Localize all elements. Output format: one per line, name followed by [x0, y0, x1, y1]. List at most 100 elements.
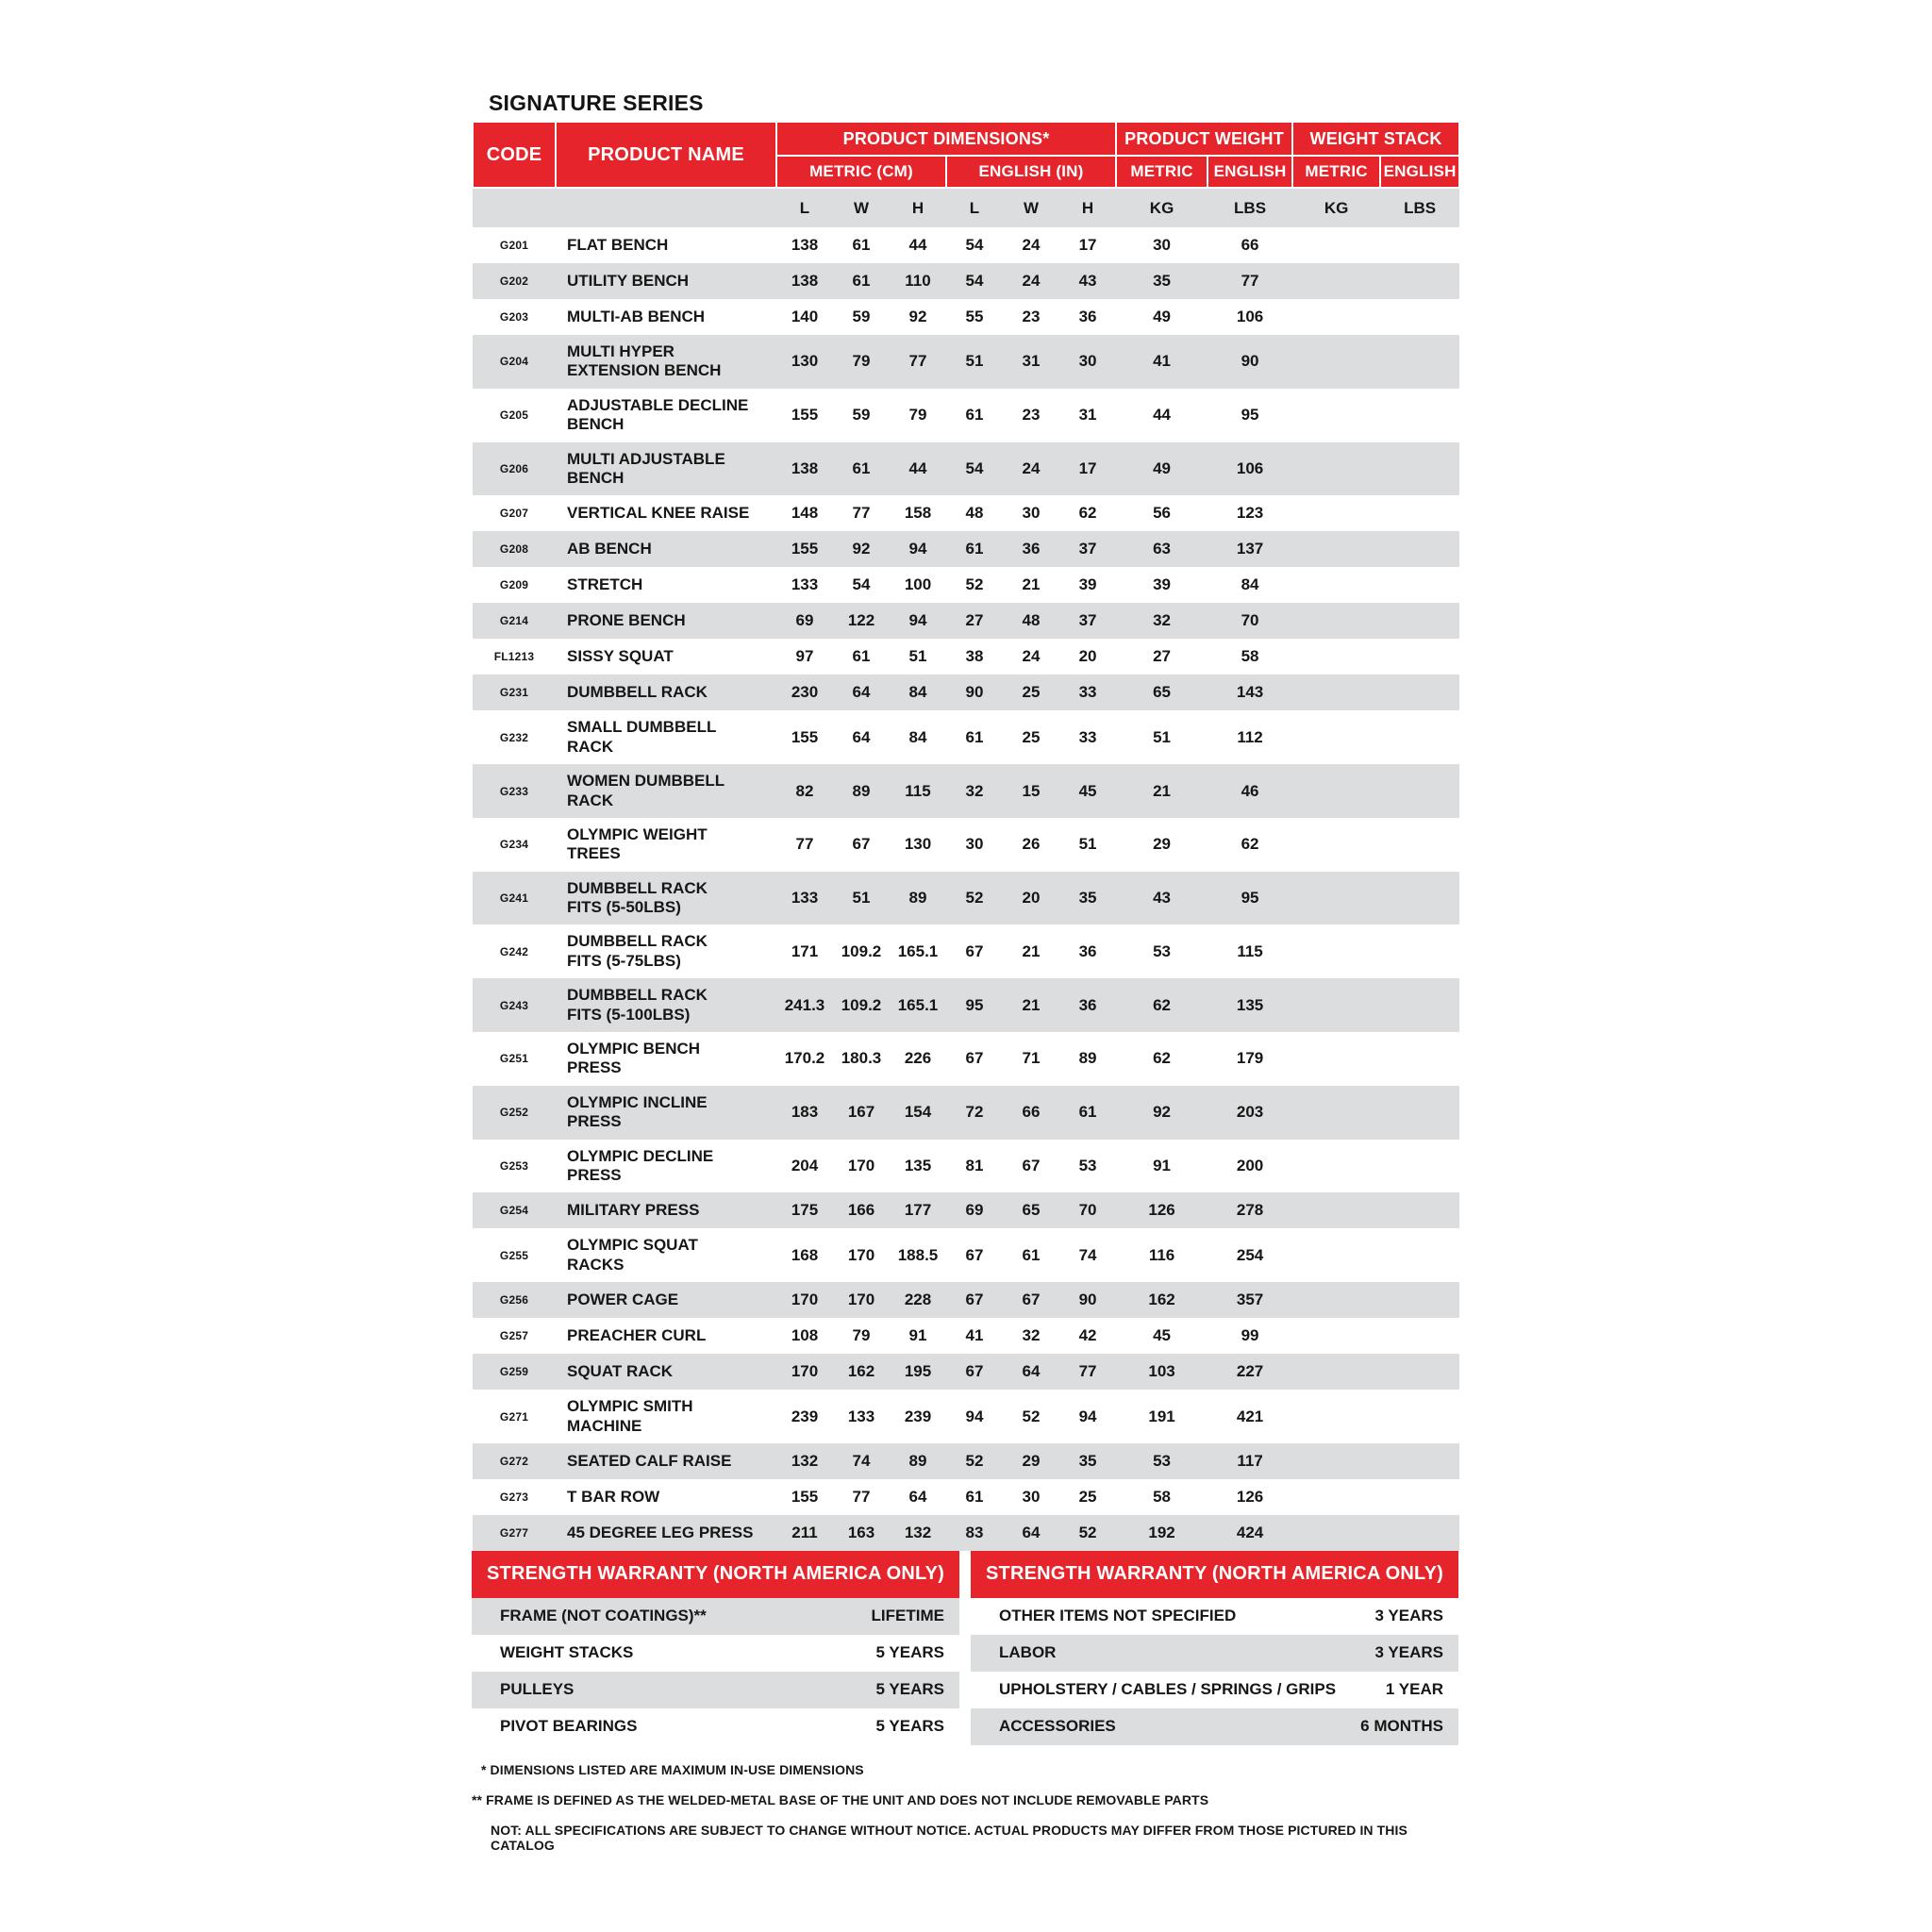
english-l-value: 55 [965, 308, 984, 325]
metric-h-value: 94 [890, 603, 946, 640]
metric-h-value: 79 [908, 406, 927, 425]
stack-lbs-value [1380, 1282, 1460, 1319]
english-h-value: 31 [1078, 406, 1097, 425]
stack-lbs-value [1380, 818, 1459, 872]
english-l-value: 54 [965, 236, 984, 254]
stack-kg-value [1292, 1479, 1380, 1515]
product-name: OLYMPIC DECLINE PRESS [567, 1146, 714, 1184]
warranty-item: PIVOT BEARINGS [500, 1717, 638, 1736]
metric-h-value: 195 [890, 1354, 946, 1391]
weight-kg-value: 65 [1116, 675, 1208, 711]
english-h-value: 37 [1059, 603, 1117, 640]
table-row: G232 SMALL DUMBBELL RACK 155 64 84 61 25… [473, 710, 1459, 764]
warranty-term: 3 YEARS [1374, 1643, 1443, 1662]
english-l-value: 69 [946, 1192, 1003, 1229]
weight-kg-value: 49 [1116, 441, 1208, 496]
english-h-value: 89 [1078, 1049, 1097, 1068]
header-metric-cm: METRIC (CM) [775, 155, 947, 189]
metric-h-value: 226 [904, 1049, 932, 1068]
stack-kg-value [1292, 263, 1381, 299]
product-name: T BAR ROW [567, 1487, 660, 1506]
warranty-section: STRENGTH WARRANTY (NORTH AMERICA ONLY) F… [472, 1550, 1458, 1745]
weight-lbs-value: 254 [1236, 1245, 1264, 1264]
metric-w-value: 133 [847, 1407, 875, 1425]
metric-w-value: 51 [833, 871, 890, 925]
spec-table-body: G201 FLAT BENCH 138 61 44 54 24 17 30 66… [473, 227, 1460, 1551]
footnote-specifications: NOT: ALL SPECIFICATIONS ARE SUBJECT TO C… [491, 1822, 1407, 1853]
metric-h-value: 239 [904, 1407, 932, 1425]
metric-l-value: 155 [791, 1487, 819, 1506]
subheader-blank-name [556, 188, 776, 227]
table-row: G243 DUMBBELL RACK FITS (5-100LBS) 241.3… [473, 978, 1460, 1033]
metric-w-value: 79 [852, 1326, 871, 1345]
header-weight-english: ENGLISH [1207, 155, 1294, 189]
table-row: G277 45 DEGREE LEG PRESS 211 163 132 83 … [473, 1514, 1460, 1551]
weight-lbs-value: 179 [1236, 1049, 1264, 1068]
metric-w-value: 109.2 [833, 978, 890, 1033]
english-w-value: 24 [1022, 647, 1041, 666]
weight-lbs-value: 421 [1236, 1407, 1264, 1425]
product-code: G207 [499, 507, 529, 521]
product-name: FLAT BENCH [567, 235, 669, 254]
weight-lbs-value: 123 [1236, 504, 1264, 523]
warranty-item: FRAME (NOT COATINGS)** [500, 1607, 707, 1625]
weight-kg-value: 192 [1116, 1514, 1208, 1551]
warranty-row: ACCESSORIES 6 MONTHS [971, 1707, 1458, 1745]
metric-h-value: 94 [890, 531, 946, 568]
warranty-item: OTHER ITEMS NOT SPECIFIED [999, 1607, 1237, 1625]
weight-lbs-value: 278 [1208, 1192, 1293, 1229]
weight-kg-value: 62 [1153, 1049, 1171, 1068]
table-row: G252 OLYMPIC INCLINE PRESS 183 167 154 7… [473, 1085, 1460, 1140]
metric-h-value: 135 [904, 1156, 932, 1174]
metric-l-value: 140 [791, 308, 819, 325]
stack-lbs-value [1380, 639, 1459, 675]
product-name: SISSY SQUAT [567, 647, 674, 666]
subheader-english-h: H [1059, 188, 1117, 227]
english-w-value: 64 [1003, 1514, 1059, 1551]
table-row: G203 MULTI-AB BENCH 140 59 92 55 23 36 4… [473, 299, 1459, 335]
english-l-value: 48 [965, 504, 984, 523]
english-h-value: 17 [1059, 441, 1117, 496]
english-w-value: 24 [1003, 441, 1059, 496]
weight-lbs-value: 77 [1208, 263, 1293, 299]
metric-l-value: 69 [776, 603, 833, 640]
product-name: MILITARY PRESS [556, 1192, 776, 1229]
english-w-value: 64 [1003, 1354, 1059, 1391]
warranty-item: UPHOLSTERY / CABLES / SPRINGS / GRIPS [999, 1680, 1337, 1699]
english-w-value: 25 [1003, 675, 1059, 711]
stack-kg-value [1292, 1354, 1381, 1391]
stack-kg-value [1292, 335, 1381, 389]
product-code: G243 [473, 978, 556, 1033]
subheader-weight-kg: KG [1116, 188, 1208, 227]
warranty-item: ACCESSORIES [999, 1717, 1116, 1736]
stack-kg-value [1292, 978, 1381, 1033]
product-name: WOMEN DUMBBELL RACK [556, 764, 776, 818]
weight-lbs-value: 62 [1241, 835, 1259, 854]
warranty-row: UPHOLSTERY / CABLES / SPRINGS / GRIPS 1 … [971, 1672, 1458, 1708]
english-h-value: 33 [1078, 727, 1097, 746]
product-name: OLYMPIC BENCH PRESS [567, 1040, 701, 1077]
warranty-row: OTHER ITEMS NOT SPECIFIED 3 YEARS [971, 1598, 1458, 1635]
subheader-english-l: L [946, 188, 1003, 227]
weight-kg-value: 103 [1116, 1354, 1208, 1391]
weight-kg-value: 44 [1153, 406, 1171, 425]
english-h-value: 53 [1078, 1156, 1097, 1174]
english-w-value: 61 [1022, 1245, 1041, 1264]
product-code: G232 [499, 730, 529, 744]
table-row: G253 OLYMPIC DECLINE PRESS 204 170 135 8… [473, 1140, 1459, 1193]
metric-h-value: 92 [908, 308, 927, 325]
english-h-value: 42 [1078, 1326, 1097, 1345]
metric-w-value: 61 [833, 441, 890, 496]
stack-lbs-value [1380, 978, 1460, 1033]
english-w-value: 23 [1022, 406, 1041, 425]
english-w-value: 25 [1022, 727, 1041, 746]
english-l-value: 54 [946, 263, 1003, 299]
header-product-dimensions: PRODUCT DIMENSIONS* [774, 121, 1118, 157]
stack-kg-value [1292, 871, 1381, 925]
product-code: G202 [473, 263, 556, 299]
stack-kg-value [1292, 1085, 1381, 1140]
product-code: G271 [499, 1409, 529, 1424]
stack-kg-value [1292, 710, 1380, 764]
metric-h-value: 44 [908, 236, 927, 254]
product-name: AB BENCH [556, 531, 776, 568]
